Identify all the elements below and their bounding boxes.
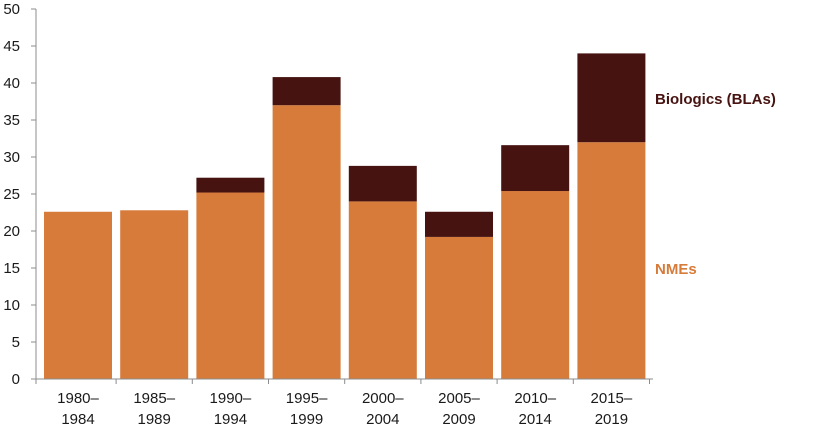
bar-segment-biologics (425, 211, 493, 237)
bar-segment-biologics (272, 77, 341, 106)
y-tick-label: 5 (12, 334, 20, 351)
bar-segment-nmes (44, 211, 112, 379)
bar-segment-biologics (348, 165, 417, 202)
bar-segment-nmes (425, 236, 493, 379)
y-tick-label: 15 (3, 260, 20, 277)
y-tick-label: 50 (3, 1, 20, 18)
y-tick-label: 25 (3, 186, 20, 203)
bar-segment-nmes (272, 105, 341, 379)
y-tick-label: 20 (3, 223, 20, 240)
bar-segment-biologics (501, 145, 570, 192)
legend-label-biologics: Biologics (BLAs) (655, 91, 776, 108)
y-tick-label: 10 (3, 297, 20, 314)
x-tick-label: 1995– 1999 (286, 390, 328, 428)
bar-segment-nmes (577, 142, 646, 379)
bar-segment-biologics (196, 177, 265, 193)
bar-segment-nmes (501, 191, 570, 379)
y-tick-label: 30 (3, 149, 20, 166)
y-tick-label: 0 (12, 371, 20, 388)
x-tick-label: 1980– 1984 (57, 390, 99, 428)
y-tick-label: 40 (3, 75, 20, 92)
x-tick-label: 2005– 2009 (438, 390, 480, 428)
x-tick-label: 2015– 2019 (591, 390, 633, 428)
bar-segment-nmes (348, 201, 417, 379)
x-axis: 1980– 1984 1985– 1989 1990– 1994 1995– 1999 2000… (35, 378, 653, 428)
x-tick-label: 2000– 2004 (362, 390, 404, 428)
y-tick-label: 35 (3, 112, 20, 129)
bar-segment-nmes (196, 192, 265, 379)
y-axis: 0 5 10 15 20 25 30 35 40 45 50 (3, 1, 37, 388)
bar-segment-biologics (577, 53, 646, 143)
bars-group (44, 53, 646, 379)
y-tick-label: 45 (3, 38, 20, 55)
x-tick-label: 1990– 1994 (210, 390, 252, 428)
legend: Biologics (BLAs) NMEs (655, 91, 776, 278)
legend-label-nmes: NMEs (655, 261, 697, 278)
x-tick-label: 1985– 1989 (133, 390, 175, 428)
bar-segment-nmes (120, 210, 189, 379)
x-tick-label: 2010– 2014 (514, 390, 556, 428)
